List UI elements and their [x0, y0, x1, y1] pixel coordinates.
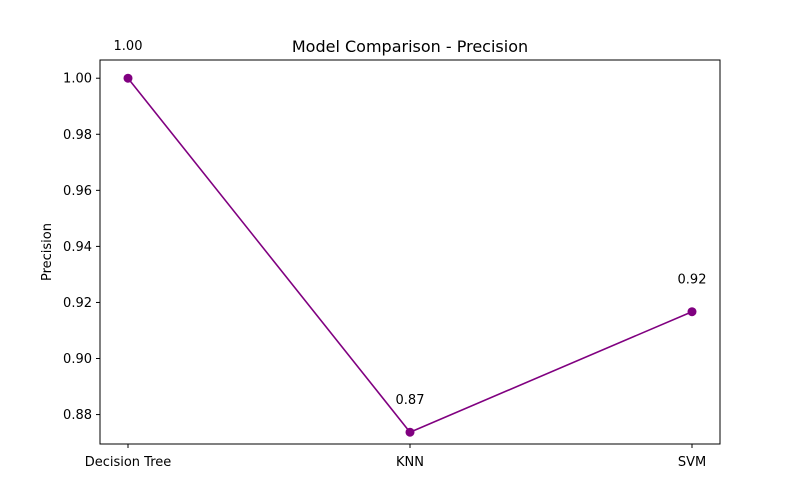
x-tick-label: KNN [396, 455, 424, 470]
data-label: 1.00 [114, 39, 143, 54]
y-tick-label: 1.00 [63, 72, 92, 87]
series-line [127, 77, 693, 434]
chart-title: Model Comparison - Precision [292, 37, 528, 56]
x-tick-label: SVM [678, 455, 706, 470]
data-point [687, 307, 697, 317]
y-tick-label: 0.88 [63, 408, 92, 423]
data-label: 0.87 [396, 393, 425, 408]
y-tick-label: 0.94 [63, 240, 92, 255]
y-tick-label: 0.98 [63, 128, 92, 143]
y-tick-label: 0.90 [63, 352, 92, 367]
x-axis-ticks: Decision Tree KNN SVM [85, 444, 706, 470]
plot-area-frame [99, 59, 721, 445]
y-tick-label: 0.96 [63, 184, 92, 199]
y-tick-label: 0.92 [63, 296, 92, 311]
y-axis-label: Precision [40, 223, 55, 281]
data-labels-group: 1.00 0.87 0.92 [114, 39, 707, 408]
data-point [123, 73, 133, 83]
y-axis-ticks: 0.88 0.90 0.92 0.94 0.96 0.98 1.00 [63, 72, 100, 423]
data-point [405, 427, 415, 437]
x-tick-label: Decision Tree [85, 455, 172, 470]
data-label: 0.92 [678, 273, 707, 288]
series-group [123, 73, 697, 437]
